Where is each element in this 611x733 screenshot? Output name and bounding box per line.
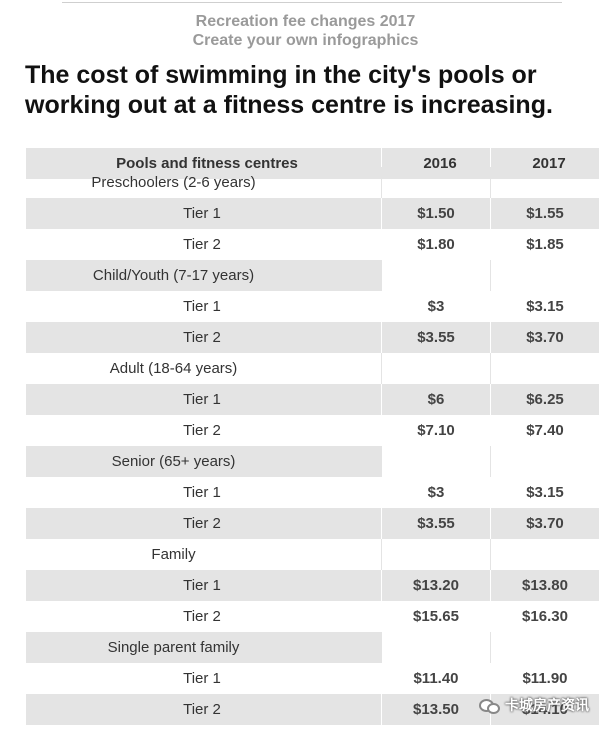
table-row: Tier 1 $3 $3.15	[26, 477, 599, 508]
table-row: Tier 1 $13.20 $13.80	[26, 570, 599, 601]
table-body: Preschoolers (2-6 years) Tier 1 $1.50 $1.55…	[26, 167, 599, 725]
table-row: Tier 2 $3.55 $3.70	[26, 322, 599, 353]
group-cell-2016	[381, 353, 490, 384]
tier-label: Tier 2	[26, 694, 381, 725]
column-header-2016: 2016	[381, 148, 490, 179]
fee-2017: $1.55	[490, 198, 599, 229]
fee-2017: $3.70	[490, 508, 599, 539]
column-header-category: Pools and fitness centres	[26, 148, 381, 179]
table-row: Tier 2 $3.55 $3.70	[26, 508, 599, 539]
table-row: Tier 2 $13.50 $14.10	[26, 694, 599, 725]
tier-label: Tier 1	[183, 298, 221, 315]
tier-label: Tier 2	[26, 322, 381, 353]
tier-label: Tier 2	[183, 608, 221, 625]
fee-2016: $6	[381, 384, 490, 415]
fee-2016: $3.55	[381, 322, 490, 353]
fee-2017: $6.25	[490, 384, 599, 415]
header-line-1: Recreation fee changes 2017	[195, 13, 416, 30]
group-row: Family	[26, 539, 599, 570]
fee-2017: $3.15	[490, 291, 599, 322]
tier-label: Tier 1	[26, 384, 381, 415]
watermark-text: 卡城房产资讯	[505, 697, 589, 713]
fee-2017: $14.10	[490, 694, 599, 725]
group-label: Senior (65+ years)	[26, 446, 381, 477]
group-cell-2016	[381, 539, 490, 570]
table-row: Tier 2 $1.80 $1.85	[26, 229, 599, 260]
tier-label: Tier 2	[183, 422, 221, 439]
group-cell-2017	[490, 353, 599, 384]
tier-label: Tier 1	[183, 484, 221, 501]
fee-2017: $13.80	[490, 570, 599, 601]
table-header-row: Pools and fitness centres 2016 2017	[26, 148, 611, 179]
fee-2017: $11.90	[490, 663, 599, 694]
fee-2017: $7.40	[490, 415, 599, 446]
table-row: Tier 1 $1.50 $1.55	[26, 198, 599, 229]
table-row: Tier 1 $3 $3.15	[26, 291, 599, 322]
group-row: Preschoolers (2-6 years)	[26, 167, 599, 198]
group-row: Adult (18-64 years)	[26, 353, 599, 384]
group-row: Child/Youth (7-17 years)	[26, 260, 599, 291]
table-row: Tier 1 $6 $6.25	[26, 384, 599, 415]
fee-2016: $13.20	[381, 570, 490, 601]
header-line-2[interactable]: Create your own infographics	[192, 32, 419, 49]
fee-2016: $3	[381, 291, 490, 322]
fee-2017: $16.30	[490, 601, 599, 632]
group-cell-2016	[381, 167, 490, 198]
fee-2017: $3.70	[490, 322, 599, 353]
tier-label: Tier 2	[26, 508, 381, 539]
group-cell-2017	[490, 446, 599, 477]
group-cell-2017	[490, 539, 599, 570]
fee-2017: $1.85	[490, 229, 599, 260]
top-divider	[62, 2, 562, 3]
table-row: Tier 2 $15.65 $16.30	[26, 601, 599, 632]
fee-2016: $15.65	[381, 601, 490, 632]
group-label: Single parent family	[26, 632, 381, 663]
fee-2016: $3	[381, 477, 490, 508]
fee-2016: $3.55	[381, 508, 490, 539]
fee-2016: $11.40	[381, 663, 490, 694]
chart-title: The cost of swimming in the city's pools…	[25, 61, 553, 119]
group-row: Senior (65+ years)	[26, 446, 599, 477]
group-row: Single parent family	[26, 632, 599, 663]
wechat-icon	[479, 698, 500, 714]
tier-label: Tier 2	[183, 236, 221, 253]
table-row: Tier 2 $7.10 $7.40	[26, 415, 599, 446]
fee-table: Pools and fitness centres 2016 2017 Pres…	[26, 136, 599, 725]
watermark: 卡城房产资讯	[479, 695, 589, 715]
group-cell-2016	[381, 632, 490, 663]
group-label: Family	[151, 546, 196, 563]
fee-2016: $1.80	[381, 229, 490, 260]
chart-header: Recreation fee changes 2017 Create your …	[0, 12, 611, 50]
fee-2016: $1.50	[381, 198, 490, 229]
group-cell-2017	[490, 167, 599, 198]
group-cell-2016	[381, 446, 490, 477]
fee-2016: $7.10	[381, 415, 490, 446]
tier-label: Tier 1	[26, 570, 381, 601]
group-label: Preschoolers (2-6 years)	[91, 174, 256, 191]
table-row: Tier 1 $11.40 $11.90	[26, 663, 599, 694]
group-cell-2016	[381, 260, 490, 291]
group-label: Adult (18-64 years)	[109, 360, 238, 377]
tier-label: Tier 1	[183, 670, 221, 687]
group-cell-2017	[490, 260, 599, 291]
group-label: Child/Youth (7-17 years)	[26, 260, 381, 291]
tier-label: Tier 1	[26, 198, 381, 229]
fee-2017: $3.15	[490, 477, 599, 508]
column-header-2017: 2017	[490, 148, 599, 179]
fee-2016: $13.50	[381, 694, 490, 725]
group-cell-2017	[490, 632, 599, 663]
